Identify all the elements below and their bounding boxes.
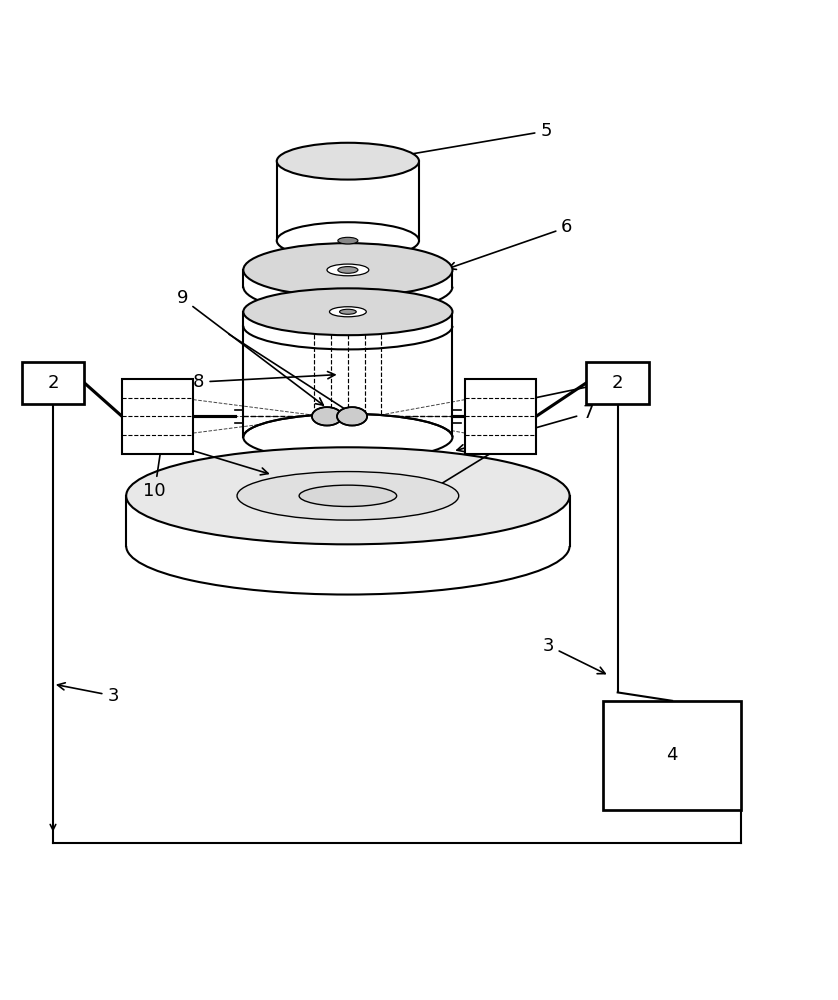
- Text: 2: 2: [612, 374, 623, 392]
- Bar: [22, 362, 85, 404]
- Ellipse shape: [338, 267, 358, 273]
- Text: 8: 8: [193, 372, 335, 391]
- Ellipse shape: [243, 414, 453, 461]
- Text: 7: 7: [457, 404, 593, 452]
- Ellipse shape: [243, 288, 453, 335]
- Text: 12: 12: [135, 427, 268, 475]
- Ellipse shape: [277, 222, 419, 259]
- Bar: [122, 379, 193, 454]
- Ellipse shape: [329, 307, 366, 317]
- Bar: [603, 701, 741, 810]
- Ellipse shape: [237, 472, 458, 520]
- Ellipse shape: [337, 407, 367, 426]
- Text: 10: 10: [143, 428, 167, 500]
- Bar: [587, 362, 649, 404]
- Ellipse shape: [338, 237, 358, 244]
- Ellipse shape: [243, 243, 453, 297]
- Ellipse shape: [127, 447, 570, 544]
- Text: 11: 11: [419, 427, 530, 498]
- Text: 2: 2: [47, 374, 59, 392]
- Ellipse shape: [339, 309, 356, 314]
- Text: 5: 5: [374, 122, 551, 163]
- Text: 9: 9: [176, 289, 323, 405]
- Ellipse shape: [277, 143, 419, 180]
- Text: 3: 3: [542, 637, 605, 674]
- Bar: [465, 379, 536, 454]
- Text: 6: 6: [448, 218, 572, 269]
- Ellipse shape: [312, 407, 342, 426]
- Text: 10: 10: [505, 371, 634, 406]
- Text: 4: 4: [666, 746, 678, 764]
- Text: 3: 3: [58, 683, 119, 705]
- Ellipse shape: [327, 264, 369, 276]
- Ellipse shape: [299, 485, 396, 506]
